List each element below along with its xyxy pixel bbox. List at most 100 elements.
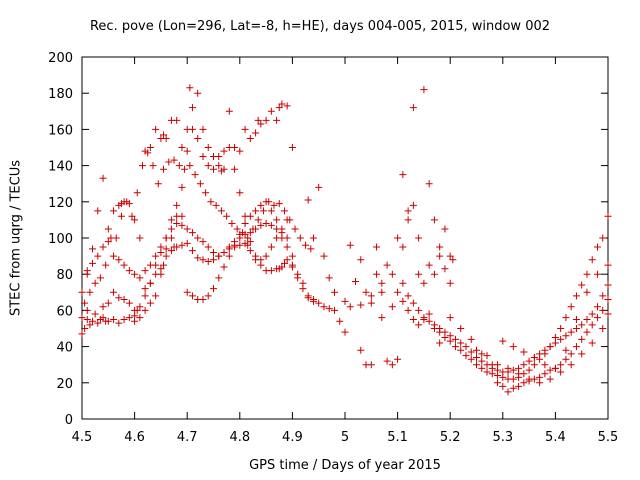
data-point — [557, 361, 565, 369]
data-point — [91, 310, 99, 318]
data-point — [578, 321, 586, 329]
data-point — [530, 361, 538, 369]
data-point — [152, 261, 160, 269]
data-point — [188, 125, 196, 133]
data-point — [604, 296, 612, 304]
data-point — [509, 343, 517, 351]
data-point — [215, 252, 223, 260]
data-point — [102, 261, 110, 269]
data-point — [225, 144, 233, 151]
x-tick-label: 4.5 — [72, 430, 93, 445]
data-point — [157, 248, 165, 256]
data-point — [120, 296, 128, 304]
data-point — [341, 297, 349, 305]
y-tick-label: 200 — [48, 51, 73, 66]
data-point — [446, 332, 454, 340]
data-point — [236, 189, 244, 197]
data-point — [178, 144, 186, 151]
data-point — [336, 317, 344, 325]
data-point — [262, 198, 270, 206]
data-point — [220, 248, 228, 256]
data-point — [199, 153, 207, 161]
data-point — [446, 279, 454, 287]
data-point — [141, 306, 149, 314]
data-point — [236, 230, 244, 238]
data-point — [572, 325, 580, 332]
data-point — [212, 201, 220, 209]
data-point — [473, 361, 480, 369]
data-point — [210, 248, 217, 256]
data-point — [304, 196, 312, 204]
data-point — [457, 325, 465, 332]
data-point — [178, 221, 186, 229]
data-point — [288, 261, 296, 269]
x-tick-label: 5 — [341, 430, 349, 445]
data-point — [173, 201, 181, 209]
data-point — [104, 238, 112, 246]
data-point — [81, 299, 89, 307]
data-point — [551, 364, 559, 372]
data-point — [499, 382, 507, 390]
data-point — [399, 297, 407, 305]
data-point — [278, 100, 286, 108]
y-tick-label: 80 — [56, 268, 73, 283]
data-point — [572, 292, 580, 300]
data-point — [91, 279, 99, 287]
data-point — [94, 319, 102, 327]
data-point — [467, 355, 475, 363]
data-point — [409, 315, 417, 323]
data-point — [86, 288, 94, 296]
data-point — [110, 207, 118, 215]
data-point — [583, 270, 591, 278]
data-point — [546, 375, 554, 383]
data-point — [283, 243, 291, 251]
data-point — [325, 305, 333, 313]
data-point — [320, 252, 328, 260]
data-point — [267, 243, 275, 251]
data-point — [215, 162, 223, 170]
data-point — [291, 225, 299, 233]
data-point — [578, 335, 586, 343]
data-point — [220, 165, 228, 173]
data-point — [167, 216, 175, 224]
data-point — [520, 348, 528, 356]
y-tick-label: 120 — [48, 196, 73, 211]
data-point — [562, 332, 570, 340]
y-tick-label: 20 — [56, 377, 73, 392]
data-point — [346, 241, 354, 249]
data-point — [309, 234, 317, 242]
data-point — [196, 180, 204, 188]
data-point — [104, 317, 112, 325]
data-point — [204, 243, 212, 251]
data-point — [154, 180, 162, 188]
data-point — [207, 198, 215, 206]
data-point — [499, 337, 507, 345]
data-point — [404, 207, 412, 215]
data-point — [525, 375, 533, 383]
data-point — [404, 216, 412, 224]
data-point — [204, 258, 212, 266]
data-point — [399, 171, 407, 179]
data-point — [415, 321, 423, 329]
data-point — [141, 267, 149, 275]
data-point — [254, 216, 262, 224]
data-point — [252, 225, 260, 233]
data-point — [78, 330, 86, 338]
data-point — [160, 131, 168, 139]
data-point — [252, 207, 260, 215]
data-point — [599, 234, 607, 242]
data-point — [283, 102, 291, 110]
data-point — [593, 270, 601, 278]
data-point — [141, 285, 149, 293]
data-point — [188, 292, 196, 300]
data-point — [146, 279, 154, 287]
data-point — [136, 314, 144, 322]
data-point — [373, 270, 381, 278]
data-point — [228, 220, 236, 228]
data-point — [583, 328, 591, 336]
data-point — [320, 303, 328, 311]
data-point — [599, 292, 607, 300]
data-point — [267, 207, 275, 215]
x-tick-label: 4.6 — [124, 430, 145, 445]
data-point — [183, 225, 191, 233]
